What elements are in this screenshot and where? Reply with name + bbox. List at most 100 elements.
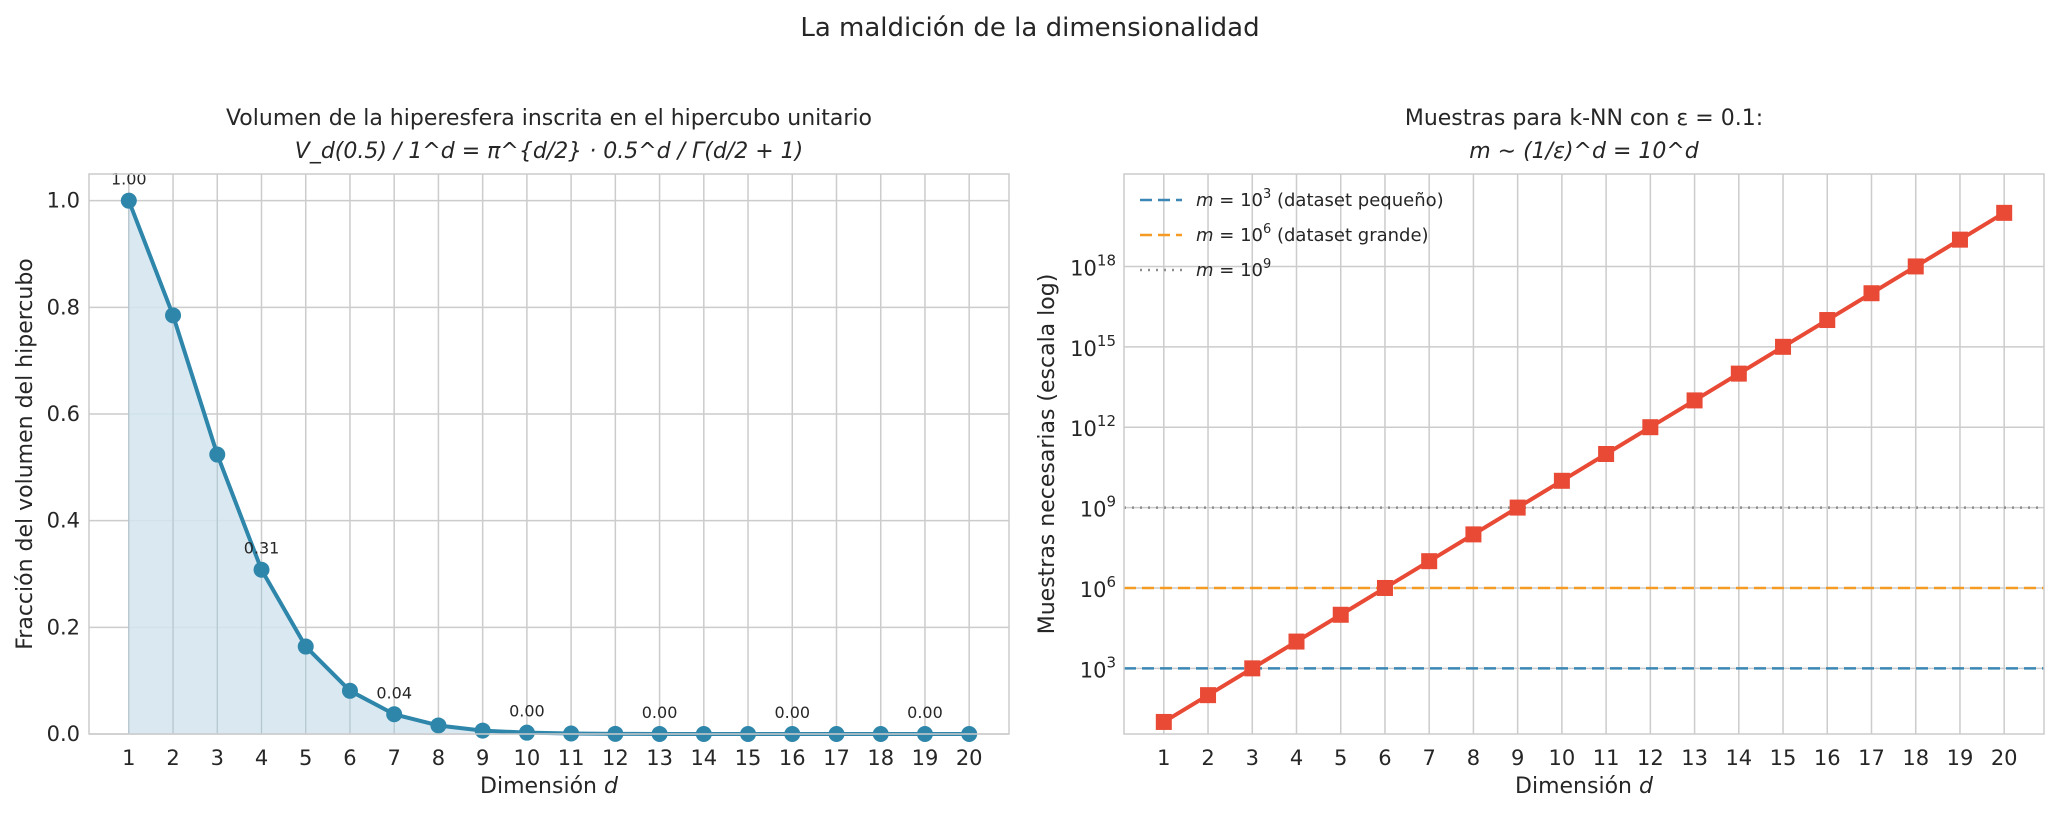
right-x-tick-label: 9 xyxy=(1511,746,1524,770)
right-chart-panel: Muestras para k-NN con ε = 0.1: m ∼ (1/ε… xyxy=(1035,106,2045,799)
right-data-point xyxy=(1288,633,1305,650)
right-x-tick-label: 10 xyxy=(1549,746,1576,770)
left-data-point xyxy=(253,561,270,578)
left-data-point xyxy=(341,682,358,699)
left-data-label: 0.04 xyxy=(376,683,412,702)
right-data-point xyxy=(1819,312,1836,329)
right-data-point xyxy=(1376,579,1393,596)
left-x-tick-label: 12 xyxy=(602,746,629,770)
right-data-point xyxy=(1642,419,1659,436)
left-x-tick-label: 15 xyxy=(735,746,762,770)
left-data-label: 0.00 xyxy=(907,703,943,722)
right-x-tick-label: 7 xyxy=(1423,746,1436,770)
right-legend: m = 103 (dataset pequeño) m = 106 (datase… xyxy=(1140,187,1444,281)
right-x-tick-label: 18 xyxy=(1902,746,1929,770)
right-data-point xyxy=(1155,713,1172,730)
left-data-label: 0.00 xyxy=(774,703,810,722)
right-y-tick-label: 1012 xyxy=(1070,412,1116,441)
left-data-point xyxy=(209,446,226,463)
left-x-tick-label: 19 xyxy=(912,746,939,770)
left-y-tick-label: 0.8 xyxy=(47,295,80,319)
left-data-point xyxy=(120,192,137,209)
left-x-tick-label: 7 xyxy=(388,746,401,770)
left-y-tick-label: 0.2 xyxy=(47,615,80,639)
left-data-label: 0.31 xyxy=(244,539,280,558)
right-y-axis-label: Muestras necesarias (escala log) xyxy=(1035,274,1060,635)
right-x-tick-label: 5 xyxy=(1334,746,1347,770)
right-x-tick-label: 19 xyxy=(1947,746,1974,770)
right-data-point xyxy=(1421,553,1438,570)
right-x-tick-label: 1 xyxy=(1157,746,1170,770)
left-x-tick-label: 18 xyxy=(867,746,894,770)
left-chart-formula: V_d(0.5) / 1^d = π^{d/2} · 0.5^d / Γ(d/2… xyxy=(295,139,803,164)
left-axes-frame xyxy=(88,173,1010,735)
left-area-fill xyxy=(128,200,970,734)
right-data-point xyxy=(1200,687,1217,704)
left-x-tick-label: 6 xyxy=(343,746,356,770)
right-data-point xyxy=(1553,472,1570,489)
right-data-point xyxy=(1332,606,1349,623)
left-chart-title: Volumen de la hiperesfera inscrita en el… xyxy=(226,106,872,131)
right-grid xyxy=(1124,174,2044,734)
right-x-tick-label: 3 xyxy=(1246,746,1259,770)
right-x-tick-label: 2 xyxy=(1201,746,1214,770)
left-x-tick-label: 17 xyxy=(823,746,850,770)
right-x-tick-label: 4 xyxy=(1290,746,1303,770)
right-chart-title: Muestras para k-NN con ε = 0.1: xyxy=(1405,106,1763,131)
left-data-point xyxy=(518,724,535,741)
left-y-tick-label: 1.0 xyxy=(47,189,80,213)
left-x-tick-label: 13 xyxy=(646,746,673,770)
left-tick-labels: 1 2 3 4 5 6 7 8 9 10 11 12 13 14 15 16 17 18 19 200.00.20.4… xyxy=(47,189,983,770)
left-data-point xyxy=(474,722,491,739)
right-data-point xyxy=(1598,446,1615,462)
right-data-point xyxy=(1775,338,1792,355)
left-data-point xyxy=(386,706,403,723)
right-y-tick-label: 106 xyxy=(1080,573,1116,602)
left-x-tick-label: 5 xyxy=(299,746,312,770)
right-data-point xyxy=(1951,231,1968,248)
left-y-tick-label: 0.4 xyxy=(47,509,80,533)
right-data-point xyxy=(1730,365,1747,382)
right-x-tick-label: 17 xyxy=(1858,746,1885,770)
legend-entry-label: m = 106 (dataset grande) xyxy=(1196,222,1429,246)
left-y-axis-label: Fracción del volumen del hipercubo xyxy=(13,258,38,650)
left-x-tick-label: 1 xyxy=(122,746,135,770)
left-x-tick-label: 10 xyxy=(514,746,541,770)
legend-entry-label: m = 103 (dataset pequeño) xyxy=(1196,187,1444,211)
left-data-label: 0.00 xyxy=(509,702,545,721)
right-x-tick-label: 13 xyxy=(1681,746,1708,770)
left-x-tick-label: 2 xyxy=(166,746,179,770)
left-data-point xyxy=(165,307,182,324)
right-y-tick-label: 103 xyxy=(1080,653,1116,682)
left-grid xyxy=(89,174,1009,735)
right-x-tick-label: 12 xyxy=(1637,746,1664,770)
right-data-point xyxy=(1996,204,2013,221)
right-data-point xyxy=(1686,392,1703,409)
right-reference-lines xyxy=(1124,506,2044,670)
left-chart-panel: Volumen de la hiperesfera inscrita en el… xyxy=(13,106,1010,799)
left-x-tick-label: 11 xyxy=(558,746,585,770)
right-x-tick-label: 8 xyxy=(1467,746,1480,770)
right-tick-labels: 1 2 3 4 5 6 7 8 9 10 11 12 13 14 15 16 17 18 19 20103106109… xyxy=(1070,251,2017,770)
left-x-tick-label: 3 xyxy=(211,746,224,770)
left-x-tick-label: 14 xyxy=(690,746,717,770)
right-x-tick-label: 16 xyxy=(1814,746,1841,770)
left-data-point xyxy=(297,638,314,655)
right-x-tick-label: 14 xyxy=(1725,746,1752,770)
right-data-point xyxy=(1863,285,1880,302)
right-data-point xyxy=(1509,499,1526,516)
right-chart-formula: m ∼ (1/ε)^d = 10^d xyxy=(1469,139,1700,164)
right-data-point xyxy=(1465,526,1482,543)
right-y-tick-label: 1015 xyxy=(1070,332,1116,361)
right-data-point xyxy=(1244,660,1261,677)
right-plot-area xyxy=(1155,204,2013,730)
legend-entry-label: m = 109 xyxy=(1196,257,1271,281)
right-data-point xyxy=(1907,258,1924,275)
right-x-tick-label: 6 xyxy=(1378,746,1391,770)
left-y-tick-label: 0.6 xyxy=(47,402,80,426)
left-x-tick-label: 8 xyxy=(432,746,445,770)
right-y-tick-label: 1018 xyxy=(1070,251,1116,280)
right-x-tick-label: 15 xyxy=(1770,746,1797,770)
left-data-label: 1.00 xyxy=(111,170,147,189)
